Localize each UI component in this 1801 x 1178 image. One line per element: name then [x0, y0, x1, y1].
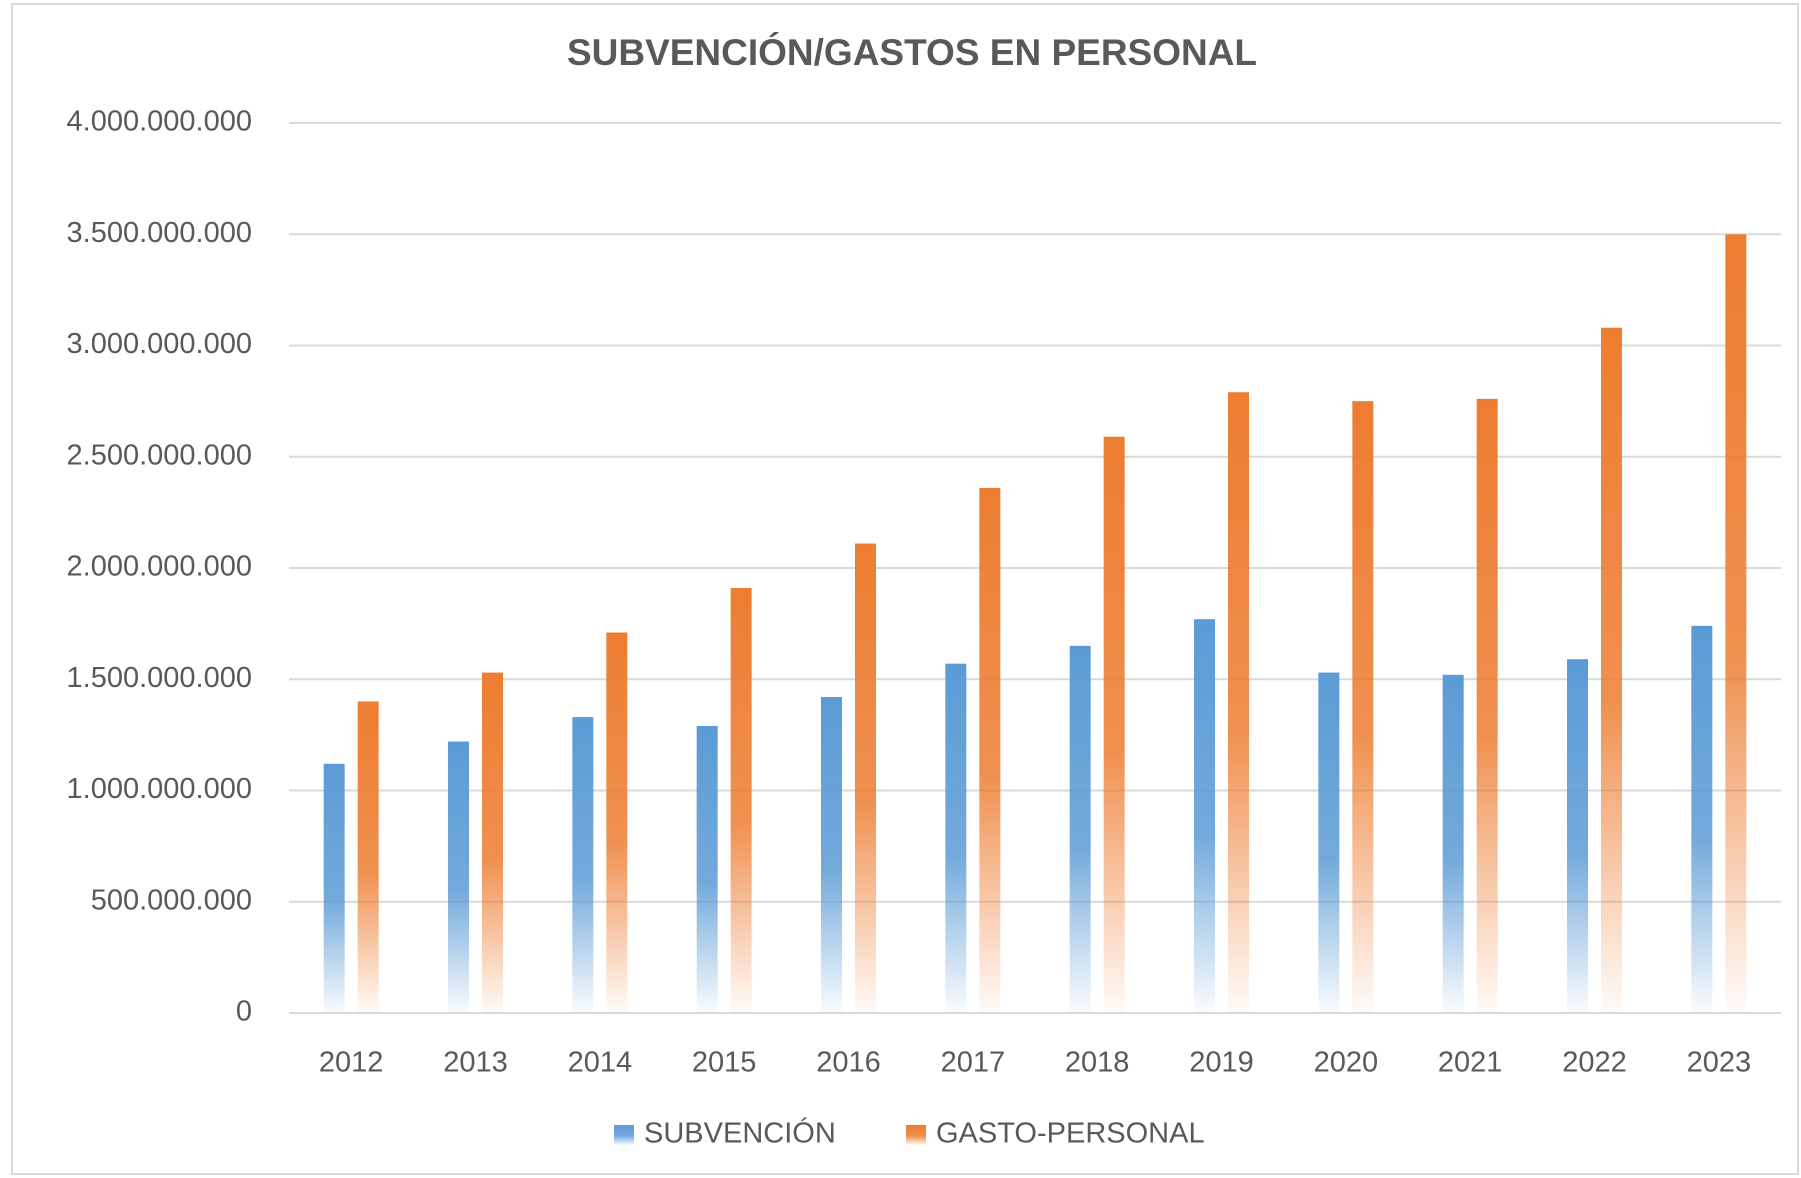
x-tick-label: 2015 — [692, 1047, 757, 1079]
bar — [323, 763, 345, 1013]
x-tick-label: 2019 — [1189, 1047, 1254, 1079]
bar — [606, 632, 628, 1013]
y-tick-label: 0 — [236, 996, 252, 1028]
bar — [1194, 619, 1215, 1013]
bar — [1442, 674, 1464, 1013]
bar — [821, 697, 842, 1013]
bar — [1228, 392, 1249, 1014]
bar — [945, 663, 967, 1013]
legend-swatch — [614, 1125, 634, 1145]
bar — [1103, 436, 1125, 1014]
bar — [1567, 659, 1588, 1013]
y-tick-label: 2.000.000.000 — [67, 551, 252, 583]
x-tick-label: 2022 — [1562, 1047, 1627, 1079]
bar — [1725, 234, 1747, 1013]
bar — [696, 725, 718, 1013]
y-tick-label: 3.500.000.000 — [67, 217, 252, 249]
chart-title: SUBVENCIÓN/GASTOS EN PERSONAL — [567, 31, 1257, 73]
bar — [1601, 327, 1622, 1013]
y-tick-label: 3.000.000.000 — [67, 328, 252, 360]
bar — [1476, 398, 1498, 1013]
bar — [482, 672, 503, 1013]
x-tick-label: 2023 — [1687, 1047, 1752, 1079]
x-tick-label: 2014 — [568, 1047, 633, 1079]
bar — [1691, 625, 1713, 1013]
y-tick-label: 1.500.000.000 — [67, 662, 252, 694]
bar — [1069, 645, 1091, 1013]
y-tick-label: 1.000.000.000 — [67, 773, 252, 805]
x-tick-label: 2020 — [1314, 1047, 1379, 1079]
x-tick-label: 2018 — [1065, 1047, 1130, 1079]
y-tick-label: 500.000.000 — [91, 884, 252, 916]
bar — [448, 741, 469, 1013]
x-tick-label: 2013 — [443, 1047, 508, 1079]
x-tick-label: 2016 — [816, 1047, 881, 1079]
bar — [979, 487, 1001, 1013]
bar — [855, 543, 876, 1013]
legend-label: SUBVENCIÓN — [644, 1117, 836, 1150]
x-tick-label: 2021 — [1438, 1047, 1503, 1079]
bar — [357, 701, 379, 1013]
y-tick-label: 2.500.000.000 — [67, 439, 252, 471]
y-tick-label: 4.000.000.000 — [67, 106, 252, 138]
x-tick-label: 2012 — [319, 1047, 384, 1079]
x-tick-label: 2017 — [941, 1047, 1006, 1079]
chart-border — [11, 3, 1799, 1175]
legend-swatch — [906, 1125, 926, 1145]
bar — [1318, 672, 1340, 1013]
bar — [572, 717, 594, 1013]
bar — [1352, 401, 1374, 1013]
bar — [730, 588, 752, 1013]
legend-label: GASTO-PERSONAL — [936, 1118, 1205, 1150]
